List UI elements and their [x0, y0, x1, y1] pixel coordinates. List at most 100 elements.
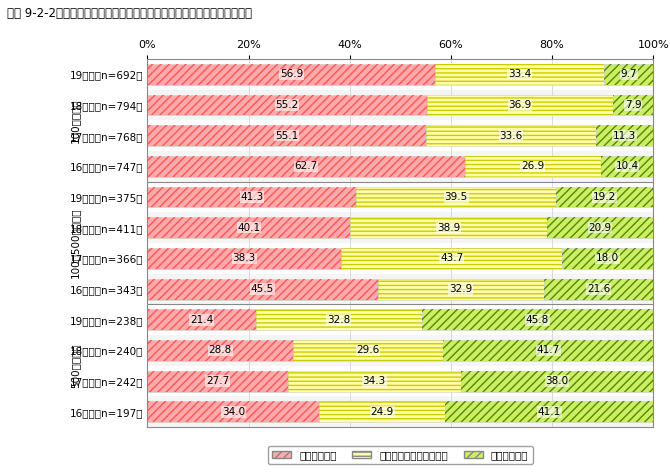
Bar — [436, 64, 604, 85]
Bar — [256, 309, 421, 330]
Bar — [547, 217, 653, 238]
Text: 38.3: 38.3 — [232, 253, 256, 263]
Text: 40.1: 40.1 — [237, 223, 261, 233]
Bar — [147, 125, 426, 146]
Bar — [147, 94, 427, 116]
Bar — [147, 278, 378, 300]
Text: 55.2: 55.2 — [275, 100, 299, 110]
Text: 32.9: 32.9 — [449, 284, 472, 294]
Bar — [427, 94, 613, 116]
Bar — [147, 217, 350, 238]
Text: 10.4: 10.4 — [615, 161, 639, 171]
Bar — [356, 186, 556, 208]
Bar — [378, 278, 544, 300]
Text: 41.1: 41.1 — [537, 407, 561, 417]
Bar — [613, 94, 653, 116]
Bar — [426, 125, 596, 146]
Bar — [147, 217, 350, 238]
Bar — [147, 401, 320, 422]
Bar — [147, 371, 287, 392]
Bar — [341, 248, 562, 269]
Bar — [147, 366, 653, 396]
Bar — [562, 248, 653, 269]
Bar — [544, 278, 653, 300]
Bar — [600, 156, 653, 177]
Text: 33.4: 33.4 — [508, 69, 531, 79]
Bar — [464, 156, 600, 177]
Bar — [147, 243, 653, 274]
Bar — [600, 156, 653, 177]
Text: 45.8: 45.8 — [526, 315, 549, 325]
Bar — [147, 182, 653, 212]
Bar — [421, 309, 653, 330]
Text: 34.3: 34.3 — [362, 376, 386, 386]
Text: 34.0: 34.0 — [222, 407, 245, 417]
Text: 39.5: 39.5 — [445, 192, 468, 202]
Bar — [147, 64, 436, 85]
Text: 図表 9-2-2　プロジェクト規模別　年度別　システム開発の予算遵守状況: 図表 9-2-2 プロジェクト規模別 年度別 システム開発の予算遵守状況 — [7, 7, 252, 20]
Bar — [341, 248, 562, 269]
Bar — [147, 125, 426, 146]
Text: 62.7: 62.7 — [294, 161, 318, 171]
Text: 43.7: 43.7 — [440, 253, 463, 263]
Bar — [350, 217, 547, 238]
Bar — [378, 278, 544, 300]
Bar — [436, 64, 604, 85]
Bar — [147, 120, 653, 151]
Bar — [256, 309, 421, 330]
Bar — [147, 340, 293, 361]
Text: 45.5: 45.5 — [251, 284, 274, 294]
Bar — [461, 371, 653, 392]
Text: 33.6: 33.6 — [499, 131, 523, 141]
Bar — [147, 64, 436, 85]
Text: 41.3: 41.3 — [241, 192, 263, 202]
Bar — [596, 125, 653, 146]
Bar — [147, 401, 320, 422]
Text: 41.7: 41.7 — [537, 346, 560, 355]
Text: 27.7: 27.7 — [206, 376, 229, 386]
Bar — [446, 401, 653, 422]
Bar — [147, 274, 653, 304]
Bar — [147, 156, 464, 177]
Bar — [350, 217, 547, 238]
Bar — [147, 151, 653, 182]
Bar — [293, 340, 443, 361]
Bar — [147, 156, 464, 177]
Bar — [562, 248, 653, 269]
Bar — [604, 64, 653, 85]
Text: 38.9: 38.9 — [437, 223, 460, 233]
Bar — [147, 340, 293, 361]
Bar — [147, 59, 653, 90]
Text: 26.9: 26.9 — [521, 161, 544, 171]
Bar — [464, 156, 600, 177]
Bar — [427, 94, 613, 116]
Bar — [147, 278, 378, 300]
Text: 32.8: 32.8 — [327, 315, 350, 325]
Bar — [147, 94, 427, 116]
Text: 28.8: 28.8 — [208, 346, 232, 355]
Bar — [356, 186, 556, 208]
Bar — [446, 401, 653, 422]
Bar — [287, 371, 461, 392]
Bar — [421, 309, 653, 330]
Bar — [443, 340, 654, 361]
Text: 36.9: 36.9 — [509, 100, 531, 110]
Bar — [147, 396, 653, 427]
Text: 38.0: 38.0 — [545, 376, 569, 386]
Bar — [147, 248, 341, 269]
Bar — [147, 186, 356, 208]
Bar — [147, 186, 356, 208]
Text: 55.1: 55.1 — [275, 131, 298, 141]
Bar — [547, 217, 653, 238]
Text: 24.9: 24.9 — [371, 407, 394, 417]
Bar — [544, 278, 653, 300]
Text: 21.4: 21.4 — [190, 315, 213, 325]
Bar — [147, 212, 653, 243]
Bar — [147, 304, 653, 335]
Bar — [613, 94, 653, 116]
Text: 19.2: 19.2 — [593, 192, 616, 202]
Bar — [596, 125, 653, 146]
Text: 100～500人月未満: 100～500人月未満 — [70, 208, 80, 278]
Bar — [426, 125, 596, 146]
Bar — [287, 371, 461, 392]
